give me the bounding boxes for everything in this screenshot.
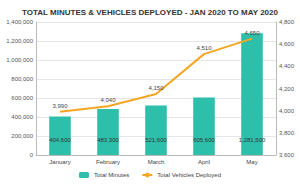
svg-text:3,800: 3,800 <box>279 130 295 136</box>
svg-text:1,200,000: 1,200,000 <box>6 38 33 44</box>
svg-text:800,000: 800,000 <box>11 76 33 82</box>
svg-text:Total Minutes: Total Minutes <box>94 172 129 178</box>
svg-text:4,200: 4,200 <box>279 86 295 92</box>
svg-text:404,600: 404,600 <box>49 137 71 143</box>
svg-text:1,281,500: 1,281,500 <box>239 137 266 143</box>
svg-text:April: April <box>198 159 210 165</box>
svg-text:March: March <box>148 159 165 165</box>
svg-text:January: January <box>49 159 70 165</box>
svg-text:4,000: 4,000 <box>279 108 295 114</box>
svg-text:4,040: 4,040 <box>100 97 116 103</box>
svg-text:4,150: 4,150 <box>148 85 164 91</box>
svg-text:4,600: 4,600 <box>279 41 295 47</box>
svg-text:0: 0 <box>30 152 34 158</box>
svg-text:February: February <box>96 159 120 165</box>
svg-text:3,600: 3,600 <box>279 152 295 158</box>
svg-text:4,510: 4,510 <box>196 45 212 51</box>
svg-text:4,400: 4,400 <box>279 63 295 69</box>
svg-text:1,000,000: 1,000,000 <box>6 57 33 63</box>
svg-text:200,000: 200,000 <box>11 133 33 139</box>
svg-text:483,300: 483,300 <box>97 137 119 143</box>
svg-text:4,800: 4,800 <box>279 19 295 25</box>
svg-text:605,600: 605,600 <box>193 137 215 143</box>
svg-text:1,400,000: 1,400,000 <box>6 19 33 25</box>
svg-text:3,990: 3,990 <box>52 103 68 109</box>
svg-text:521,600: 521,600 <box>145 137 167 143</box>
svg-text:May: May <box>246 159 257 165</box>
svg-text:Total Vehicles Deployed: Total Vehicles Deployed <box>157 172 221 178</box>
svg-text:600,000: 600,000 <box>11 95 33 101</box>
svg-text:TOTAL MINUTES & VEHICLES DEPLO: TOTAL MINUTES & VEHICLES DEPLOYED - JAN … <box>22 8 278 17</box>
svg-text:400,000: 400,000 <box>11 114 33 120</box>
svg-text:4,650: 4,650 <box>244 30 260 36</box>
